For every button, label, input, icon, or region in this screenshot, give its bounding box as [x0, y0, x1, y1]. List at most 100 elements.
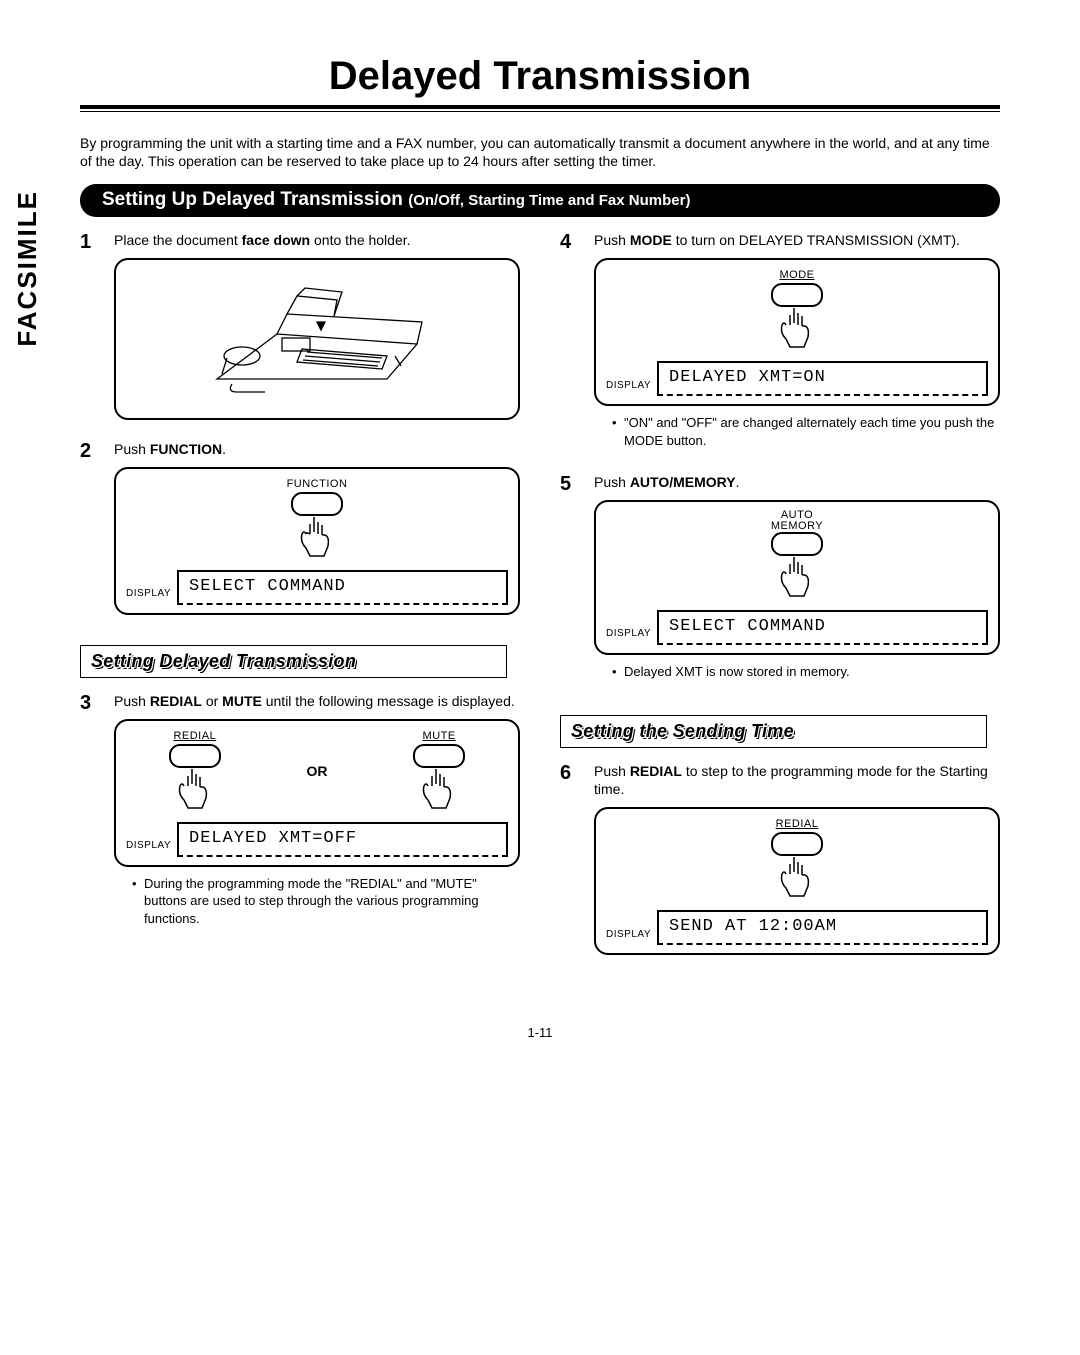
step5-text-a: Push	[594, 474, 630, 490]
redial-button-label: REDIAL	[173, 729, 216, 744]
subheading-text: Setting the Sending Time	[571, 721, 794, 741]
mode-button-label: MODE	[780, 268, 815, 283]
step3-panel: REDIAL OR MUTE DI	[114, 719, 520, 867]
display-text: DELAYED XMT=OFF	[177, 822, 508, 857]
section-heading-bar: Setting Up Delayed Transmission (On/Off,…	[80, 184, 1000, 217]
step-5-body: Push AUTO/MEMORY. AUTO MEMORY DISPLAY	[594, 473, 1000, 692]
hand-press-icon	[296, 512, 338, 562]
step4-text-b: MODE	[630, 232, 672, 248]
section-heading-sub: (On/Off, Starting Time and Fax Number)	[408, 192, 690, 209]
title-rule-thick	[80, 105, 1000, 109]
two-column-layout: 1 Place the document face down onto the …	[80, 231, 1000, 975]
step3-text-e: until the following message is displayed…	[262, 693, 515, 709]
step-3-body: Push REDIAL or MUTE until the following …	[114, 692, 520, 939]
subheading-setting-delayed: Setting Delayed Transmission	[80, 645, 507, 678]
page-title: Delayed Transmission	[80, 54, 1000, 99]
step6-panel: REDIAL DISPLAY SEND AT 12:00AM	[594, 807, 1000, 955]
step1-text-b: face down	[242, 232, 310, 248]
step4-note: "ON" and "OFF" are changed alternately e…	[624, 414, 1000, 449]
hand-press-icon	[776, 852, 818, 902]
auto-memory-button-diagram: AUTO MEMORY	[606, 510, 988, 602]
step3-text-a: Push	[114, 693, 150, 709]
display-text: DELAYED XMT=ON	[657, 361, 988, 396]
step3-text-b: REDIAL	[150, 693, 202, 709]
right-column: 4 Push MODE to turn on DELAYED TRANSMISS…	[560, 231, 1000, 975]
display-text: SELECT COMMAND	[657, 610, 988, 645]
redial-button-label: REDIAL	[776, 817, 819, 832]
subheading-text: Setting Delayed Transmission	[91, 651, 356, 671]
step5-text-b: AUTO/MEMORY	[630, 474, 736, 490]
step-1: 1 Place the document face down onto the …	[80, 231, 520, 428]
display-text: SEND AT 12:00AM	[657, 910, 988, 945]
display-row: DISPLAY SELECT COMMAND	[126, 570, 508, 605]
step-1-body: Place the document face down onto the ho…	[114, 231, 520, 428]
page: Delayed Transmission By programming the …	[0, 0, 1080, 1080]
step6-text-b: REDIAL	[630, 763, 682, 779]
step6-text-a: Push	[594, 763, 630, 779]
step3-note: During the programming mode the "REDIAL"…	[144, 875, 520, 928]
step-2: 2 Push FUNCTION. FUNCTION DISPLAY SELECT…	[80, 440, 520, 623]
hand-press-icon	[776, 552, 818, 602]
step2-text-c: .	[222, 441, 226, 457]
vertical-tab-facsimile: FACSIMILE	[12, 190, 43, 347]
display-tag: DISPLAY	[126, 839, 171, 857]
step-5: 5 Push AUTO/MEMORY. AUTO MEMORY	[560, 473, 1000, 692]
step2-panel: FUNCTION DISPLAY SELECT COMMAND	[114, 467, 520, 615]
step1-text-a: Place the document	[114, 232, 242, 248]
step1-text-c: onto the holder.	[310, 232, 410, 248]
fax-machine-illustration-panel	[114, 258, 520, 420]
function-button-diagram: FUNCTION	[126, 477, 508, 562]
display-row: DISPLAY DELAYED XMT=ON	[606, 361, 988, 396]
auto-memory-button-label: AUTO MEMORY	[771, 510, 823, 532]
step4-text-c: to turn on DELAYED TRANSMISSION (XMT).	[672, 232, 960, 248]
step-number: 2	[80, 440, 100, 623]
display-text: SELECT COMMAND	[177, 570, 508, 605]
mute-button-label: MUTE	[423, 729, 456, 744]
step-4: 4 Push MODE to turn on DELAYED TRANSMISS…	[560, 231, 1000, 461]
hand-press-icon	[776, 303, 818, 353]
hand-press-icon	[174, 764, 216, 814]
step-number: 4	[560, 231, 580, 461]
display-row: DISPLAY SEND AT 12:00AM	[606, 910, 988, 945]
step-number: 5	[560, 473, 580, 692]
step3-text-c: or	[202, 693, 222, 709]
memory-label: MEMORY	[771, 520, 823, 532]
step5-panel: AUTO MEMORY DISPLAY SELECT COMMAND	[594, 500, 1000, 655]
step-2-body: Push FUNCTION. FUNCTION DISPLAY SELECT C…	[114, 440, 520, 623]
step4-text-a: Push	[594, 232, 630, 248]
function-button-label: FUNCTION	[287, 477, 348, 492]
step5-text-c: .	[736, 474, 740, 490]
step5-note: Delayed XMT is now stored in memory.	[624, 663, 1000, 681]
left-column: 1 Place the document face down onto the …	[80, 231, 520, 975]
redial-button-diagram: REDIAL	[169, 729, 221, 814]
intro-text: By programming the unit with a starting …	[80, 134, 1000, 170]
mute-button-diagram: MUTE	[413, 729, 465, 814]
page-number: 1-11	[80, 1025, 1000, 1040]
step-4-body: Push MODE to turn on DELAYED TRANSMISSIO…	[594, 231, 1000, 461]
step-number: 3	[80, 692, 100, 939]
step-3: 3 Push REDIAL or MUTE until the followin…	[80, 692, 520, 939]
display-tag: DISPLAY	[606, 379, 651, 397]
mode-button-diagram: MODE	[606, 268, 988, 353]
step-6: 6 Push REDIAL to step to the programming…	[560, 762, 1000, 964]
redial-mute-row: REDIAL OR MUTE	[126, 729, 508, 814]
hand-press-icon	[418, 764, 460, 814]
step-number: 1	[80, 231, 100, 428]
fax-machine-icon	[126, 268, 508, 410]
step3-text-d: MUTE	[222, 693, 262, 709]
display-tag: DISPLAY	[606, 627, 651, 645]
redial-button-diagram: REDIAL	[606, 817, 988, 902]
title-rule-thin	[80, 111, 1000, 112]
or-text: OR	[306, 762, 327, 781]
step2-text-a: Push	[114, 441, 150, 457]
step4-panel: MODE DISPLAY DELAYED XMT=ON	[594, 258, 1000, 406]
step-number: 6	[560, 762, 580, 964]
display-row: DISPLAY SELECT COMMAND	[606, 610, 988, 645]
subheading-setting-sending-time: Setting the Sending Time	[560, 715, 987, 748]
step-6-body: Push REDIAL to step to the programming m…	[594, 762, 1000, 964]
step2-text-b: FUNCTION	[150, 441, 222, 457]
section-heading-main: Setting Up Delayed Transmission	[102, 189, 408, 210]
display-tag: DISPLAY	[126, 587, 171, 605]
display-row: DISPLAY DELAYED XMT=OFF	[126, 822, 508, 857]
display-tag: DISPLAY	[606, 928, 651, 946]
